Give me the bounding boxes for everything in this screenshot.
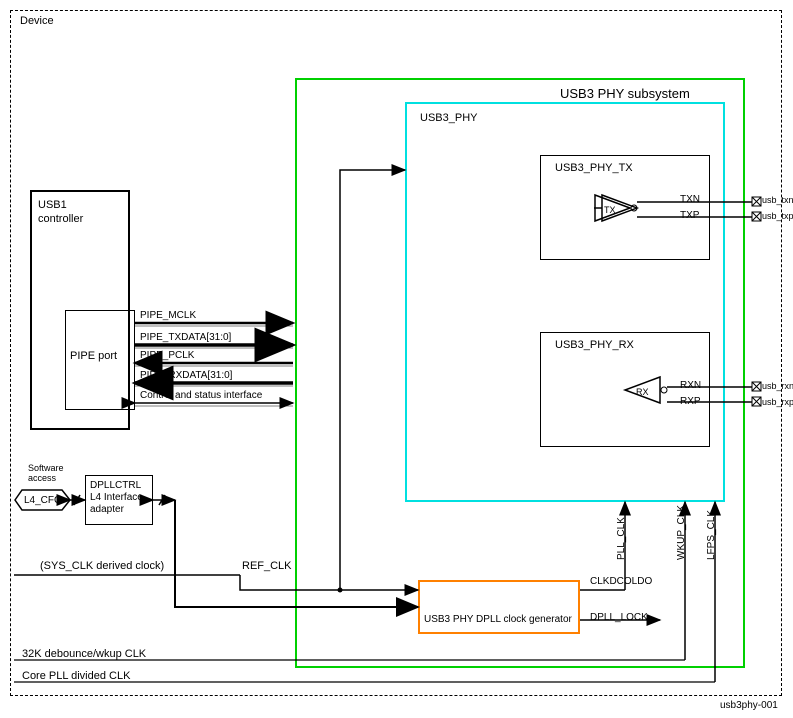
svg-text:RX: RX	[636, 387, 649, 397]
wires-svg: TX RX	[0, 0, 793, 718]
svg-text:TX: TX	[604, 205, 616, 215]
